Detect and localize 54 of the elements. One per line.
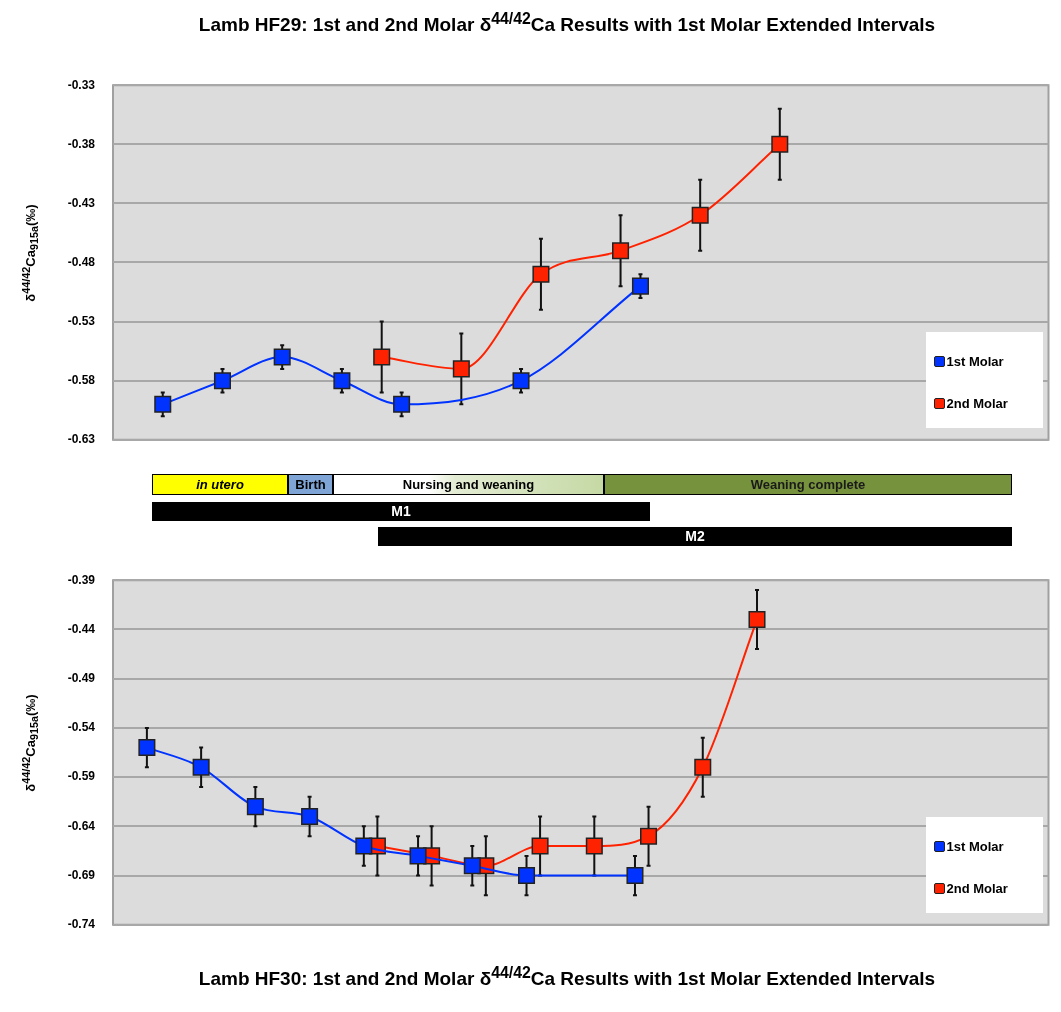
legend-label: 1st Molar bbox=[946, 354, 1004, 370]
legend-label: 2nd Molar bbox=[946, 881, 1008, 897]
legend-label: 1st Molar bbox=[946, 839, 1004, 855]
timeline-segment: M2 bbox=[378, 527, 1012, 546]
point bbox=[694, 758, 712, 776]
point bbox=[138, 739, 156, 757]
y-tick-label: -0.33 bbox=[67, 77, 96, 92]
point bbox=[355, 837, 373, 855]
point bbox=[154, 395, 172, 413]
point bbox=[512, 372, 530, 390]
point bbox=[691, 206, 709, 224]
chart-title: Lamb HF29: 1st and 2nd Molar δ$^{44/42}$Ca Results with 1st Molar Extended Intervals bbox=[197, 9, 937, 37]
y-tick-label: -0.59 bbox=[67, 769, 96, 784]
point bbox=[532, 265, 550, 283]
timeline-segment: M1 bbox=[152, 502, 650, 521]
point bbox=[640, 827, 658, 845]
y-tick-label: -0.69 bbox=[67, 867, 96, 882]
y-tick-label: -0.58 bbox=[67, 373, 96, 388]
point bbox=[192, 758, 210, 776]
point bbox=[452, 360, 470, 378]
y-tick-label: -0.43 bbox=[67, 195, 96, 210]
text: Lamb HF30: 1st and 2nd Molar δ$^{44/42}$Ca Results with 1st Molar Extended Intervals bbox=[197, 963, 937, 991]
y-tick-label: -0.54 bbox=[67, 720, 96, 735]
point bbox=[246, 798, 264, 816]
timeline-segment: in utero bbox=[152, 474, 288, 495]
point bbox=[748, 611, 766, 629]
point bbox=[531, 837, 549, 855]
point bbox=[585, 837, 603, 855]
point bbox=[373, 348, 391, 366]
point bbox=[409, 847, 427, 865]
point bbox=[333, 372, 351, 390]
point bbox=[273, 348, 291, 366]
y-tick-label: -0.38 bbox=[67, 136, 96, 151]
point bbox=[517, 867, 536, 885]
point bbox=[631, 277, 649, 295]
timeline-segment: Weaning complete bbox=[604, 474, 1012, 495]
point bbox=[771, 135, 789, 153]
y-tick-label: -0.44 bbox=[67, 621, 96, 636]
y-tick-label: -0.53 bbox=[67, 313, 96, 328]
point bbox=[301, 807, 319, 826]
point bbox=[612, 242, 630, 260]
y-tick-label: -0.63 bbox=[67, 432, 96, 447]
y-tick-label: -0.48 bbox=[67, 254, 96, 269]
point bbox=[626, 867, 644, 885]
legend-label: 2nd Molar bbox=[946, 396, 1008, 412]
y-tick-label: -0.64 bbox=[67, 818, 96, 833]
timeline-segment: Nursing and weaning bbox=[333, 474, 604, 495]
point bbox=[463, 857, 481, 875]
point bbox=[213, 372, 231, 390]
y-tick-label: -0.74 bbox=[67, 917, 96, 932]
y-tick-label: -0.39 bbox=[67, 572, 96, 587]
timeline-segment: Birth bbox=[288, 474, 333, 495]
point bbox=[393, 395, 411, 413]
y-tick-label: -0.49 bbox=[67, 670, 96, 685]
